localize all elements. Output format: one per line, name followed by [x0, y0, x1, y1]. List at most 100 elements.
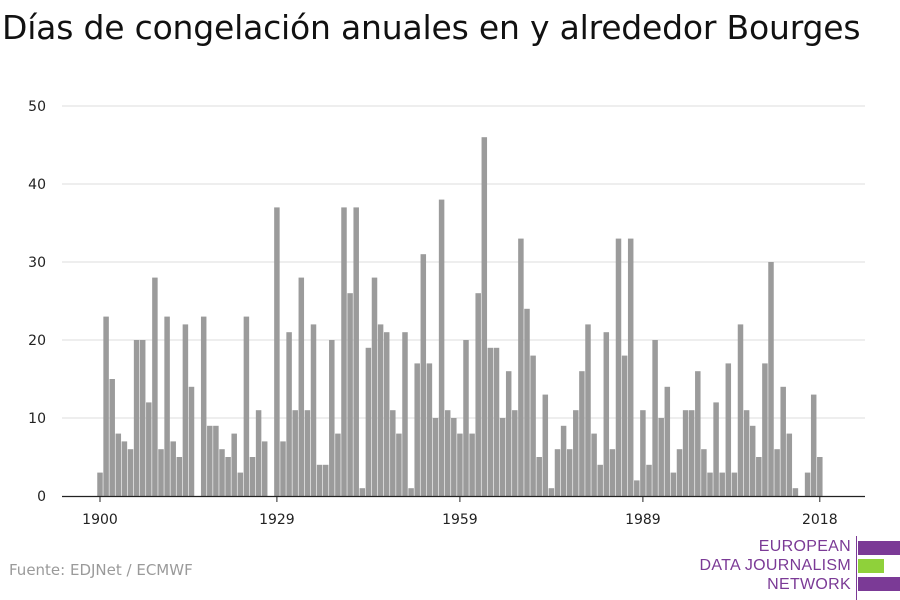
bar: [103, 316, 109, 496]
x-tick-label: 1959: [442, 512, 478, 528]
bar: [524, 308, 530, 496]
bar: [707, 472, 713, 496]
bar: [164, 316, 170, 496]
bar: [243, 316, 250, 496]
logo-bar-purple-bottom: [858, 577, 900, 591]
bar: [420, 254, 427, 496]
bar: [115, 433, 122, 496]
bar: [152, 277, 158, 496]
bar: [609, 449, 616, 496]
bar: [310, 324, 317, 496]
logo-divider: [856, 536, 857, 600]
logo-bar-purple-top: [858, 541, 900, 555]
x-tick-label: 1929: [259, 512, 295, 528]
x-tick-label: 2018: [802, 512, 838, 528]
bar: [274, 207, 280, 496]
bar: [646, 464, 652, 496]
bar: [97, 472, 103, 496]
bar: [481, 137, 488, 496]
bar: [383, 332, 390, 496]
bar: [121, 441, 128, 496]
bar: [292, 410, 298, 496]
bar: [298, 277, 305, 496]
bar: [810, 394, 817, 496]
bar: [280, 441, 286, 496]
bar: [701, 449, 707, 496]
bar: [627, 238, 634, 496]
y-tick-label: 50: [28, 99, 46, 115]
frost-days-bar-chart: 0 10 20 30 40 50 1900 1929 1959 1989 2018: [28, 99, 865, 528]
bar: [457, 433, 463, 496]
bar: [316, 464, 323, 496]
bar: [768, 262, 774, 496]
bar: [188, 386, 195, 496]
bar: [109, 379, 115, 496]
bar: [219, 449, 225, 496]
bar: [475, 293, 481, 496]
logo-bar-green: [858, 559, 884, 573]
bar: [426, 363, 433, 496]
bar: [133, 340, 140, 496]
bar: [688, 410, 695, 496]
bar: [737, 324, 744, 496]
bar: [377, 324, 384, 496]
bar: [670, 472, 677, 496]
bar: [542, 394, 549, 496]
bar: [505, 371, 512, 496]
bar: [127, 449, 134, 496]
bar: [658, 418, 664, 496]
bar: [640, 410, 646, 496]
bar: [817, 457, 823, 496]
edjnet-logo: EUROPEAN DATA JOURNALISM NETWORK: [699, 536, 900, 600]
bar: [304, 410, 311, 496]
chart-title: Días de congelación anuales en y alreded…: [2, 8, 861, 47]
bar: [512, 410, 518, 496]
bar: [261, 441, 268, 496]
bar: [207, 425, 213, 496]
y-tick-label: 0: [37, 489, 46, 505]
bar: [359, 488, 366, 496]
bar: [182, 324, 189, 496]
bar: [200, 316, 207, 496]
bar: [762, 363, 768, 496]
y-tick-label: 40: [28, 177, 46, 193]
bar: [463, 340, 469, 496]
bar: [682, 410, 689, 496]
bar: [719, 472, 725, 496]
bar: [329, 340, 335, 496]
bar: [341, 207, 347, 496]
bar: [597, 464, 603, 496]
logo-line-3: NETWORK: [767, 576, 851, 593]
bar: [487, 347, 494, 496]
bar: [432, 418, 439, 496]
bar: [158, 449, 164, 496]
bar: [438, 199, 445, 496]
bar: [792, 488, 799, 496]
bar: [548, 488, 555, 496]
bar: [396, 433, 402, 496]
bar: [371, 277, 378, 496]
bar: [139, 340, 146, 496]
logo-line-1: EUROPEAN: [758, 538, 851, 555]
bar: [353, 207, 359, 496]
logo-line-2: DATA JOURNALISM: [699, 557, 851, 574]
bar: [237, 472, 244, 496]
bar: [591, 433, 597, 496]
y-tick-label: 20: [28, 333, 46, 349]
y-tick-label: 30: [28, 255, 46, 271]
bar: [286, 332, 292, 496]
bar: [335, 433, 341, 496]
bar: [365, 347, 372, 496]
bar: [560, 425, 567, 496]
source-note: Fuente: EDJNet / ECMWF: [9, 561, 193, 579]
x-tick-label: 1989: [625, 512, 661, 528]
bar: [249, 457, 256, 496]
bar: [756, 457, 762, 496]
bar: [554, 449, 561, 496]
bar: [786, 433, 793, 496]
bar: [676, 449, 683, 496]
bar: [530, 355, 536, 496]
y-tick-label: 10: [28, 411, 46, 427]
x-tick-label: 1900: [82, 512, 118, 528]
bar: [695, 371, 701, 496]
